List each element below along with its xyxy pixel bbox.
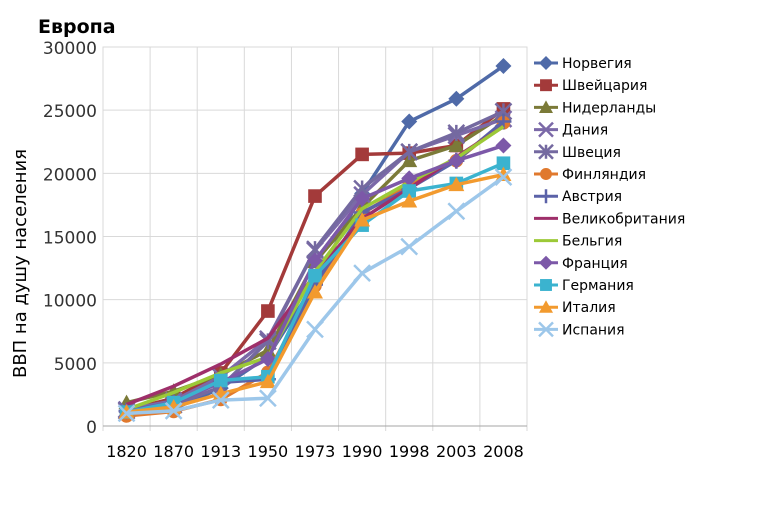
legend-label: Нидерланды: [562, 100, 656, 116]
legend-item: Великобритания: [534, 211, 685, 227]
data-point: [539, 100, 553, 113]
data-point: [496, 156, 511, 171]
data-point: [211, 391, 230, 409]
y-tick-label: 5000: [54, 355, 97, 375]
data-point: [448, 176, 465, 192]
chart-title: Европа: [38, 16, 116, 38]
data-point: [495, 57, 512, 74]
legend-item: Франция: [534, 256, 628, 272]
legend-label: Великобритания: [562, 211, 685, 227]
x-tick-label: 1973: [295, 442, 336, 461]
data-point: [261, 304, 275, 318]
x-tick-label: 1913: [200, 442, 241, 461]
data-point: [538, 321, 554, 338]
legend-label: Швейцария: [562, 78, 647, 94]
data-point: [307, 284, 323, 299]
data-point: [353, 264, 371, 283]
data-point: [259, 373, 276, 389]
data-point: [495, 166, 512, 181]
y-tick-label: 15000: [43, 229, 97, 249]
y-tick-label: 30000: [43, 39, 97, 59]
x-tick-label: 1990: [342, 442, 383, 461]
data-point: [401, 152, 418, 168]
x-tick-label: 2003: [436, 442, 477, 461]
data-point: [307, 252, 323, 269]
data-point: [401, 170, 418, 187]
data-point: [259, 351, 276, 368]
data-point: [538, 143, 554, 160]
data-point: [448, 137, 465, 152]
data-point: [308, 268, 322, 283]
data-point: [308, 189, 322, 203]
data-point: [213, 373, 228, 388]
data-point: [306, 320, 324, 339]
data-point: [117, 404, 136, 423]
legend-item: Финляндия: [534, 167, 646, 183]
data-point: [540, 279, 552, 291]
data-point: [539, 300, 553, 313]
legend-item: Италия: [534, 300, 616, 316]
y-tick-label: 0: [86, 418, 97, 438]
y-tick-label: 25000: [43, 102, 97, 122]
data-point: [539, 189, 553, 204]
x-tick-label: 1870: [153, 442, 194, 461]
data-point: [539, 56, 553, 70]
data-point: [494, 168, 513, 187]
data-point: [402, 184, 417, 198]
y-axis-label: ВВП на душу населения: [10, 149, 31, 378]
data-point: [259, 389, 277, 408]
data-point: [540, 79, 552, 92]
data-point: [448, 152, 465, 169]
x-tick-label: 1998: [389, 442, 430, 461]
data-point: [401, 193, 418, 208]
x-tick-label: 1820: [106, 442, 147, 461]
legend-label: Италия: [562, 300, 616, 316]
data-point: [355, 147, 369, 162]
data-point: [400, 237, 419, 256]
legend-item: Швеция: [534, 143, 621, 161]
legend-item: Бельгия: [534, 234, 622, 250]
legend-item: Австрия: [534, 189, 622, 205]
legend-item: Германия: [534, 278, 634, 294]
legend-label: Норвегия: [562, 56, 632, 72]
data-point: [447, 202, 466, 221]
legend-label: Финляндия: [562, 167, 646, 183]
data-point: [495, 137, 512, 154]
data-point: [164, 401, 183, 420]
x-tick-label: 1950: [248, 442, 289, 461]
data-point: [401, 113, 418, 130]
data-point: [447, 124, 466, 142]
data-point: [538, 121, 554, 138]
legend-item: Норвегия: [534, 56, 632, 72]
y-tick-label: 10000: [43, 292, 97, 312]
legend-label: Швеция: [562, 145, 621, 161]
legend-label: Австрия: [562, 189, 622, 205]
data-point: [354, 212, 371, 227]
legend-label: Испания: [562, 322, 625, 338]
legend-item: Швейцария: [534, 78, 647, 94]
series-line: [126, 64, 505, 414]
legend-label: Франция: [562, 256, 628, 272]
legend-item: Дания: [534, 121, 608, 139]
data-point: [400, 142, 419, 161]
x-tick-label: 2008: [483, 442, 524, 461]
data-point: [539, 255, 553, 270]
data-point: [448, 90, 465, 107]
legend-label: Германия: [562, 278, 634, 294]
legend-label: Дания: [562, 123, 608, 139]
legend-item: Нидерланды: [534, 100, 656, 116]
data-point: [540, 168, 552, 180]
data-point: [354, 190, 371, 207]
legend-item: Испания: [534, 321, 625, 338]
y-tick-label: 20000: [43, 165, 97, 185]
legend-label: Бельгия: [562, 234, 622, 250]
